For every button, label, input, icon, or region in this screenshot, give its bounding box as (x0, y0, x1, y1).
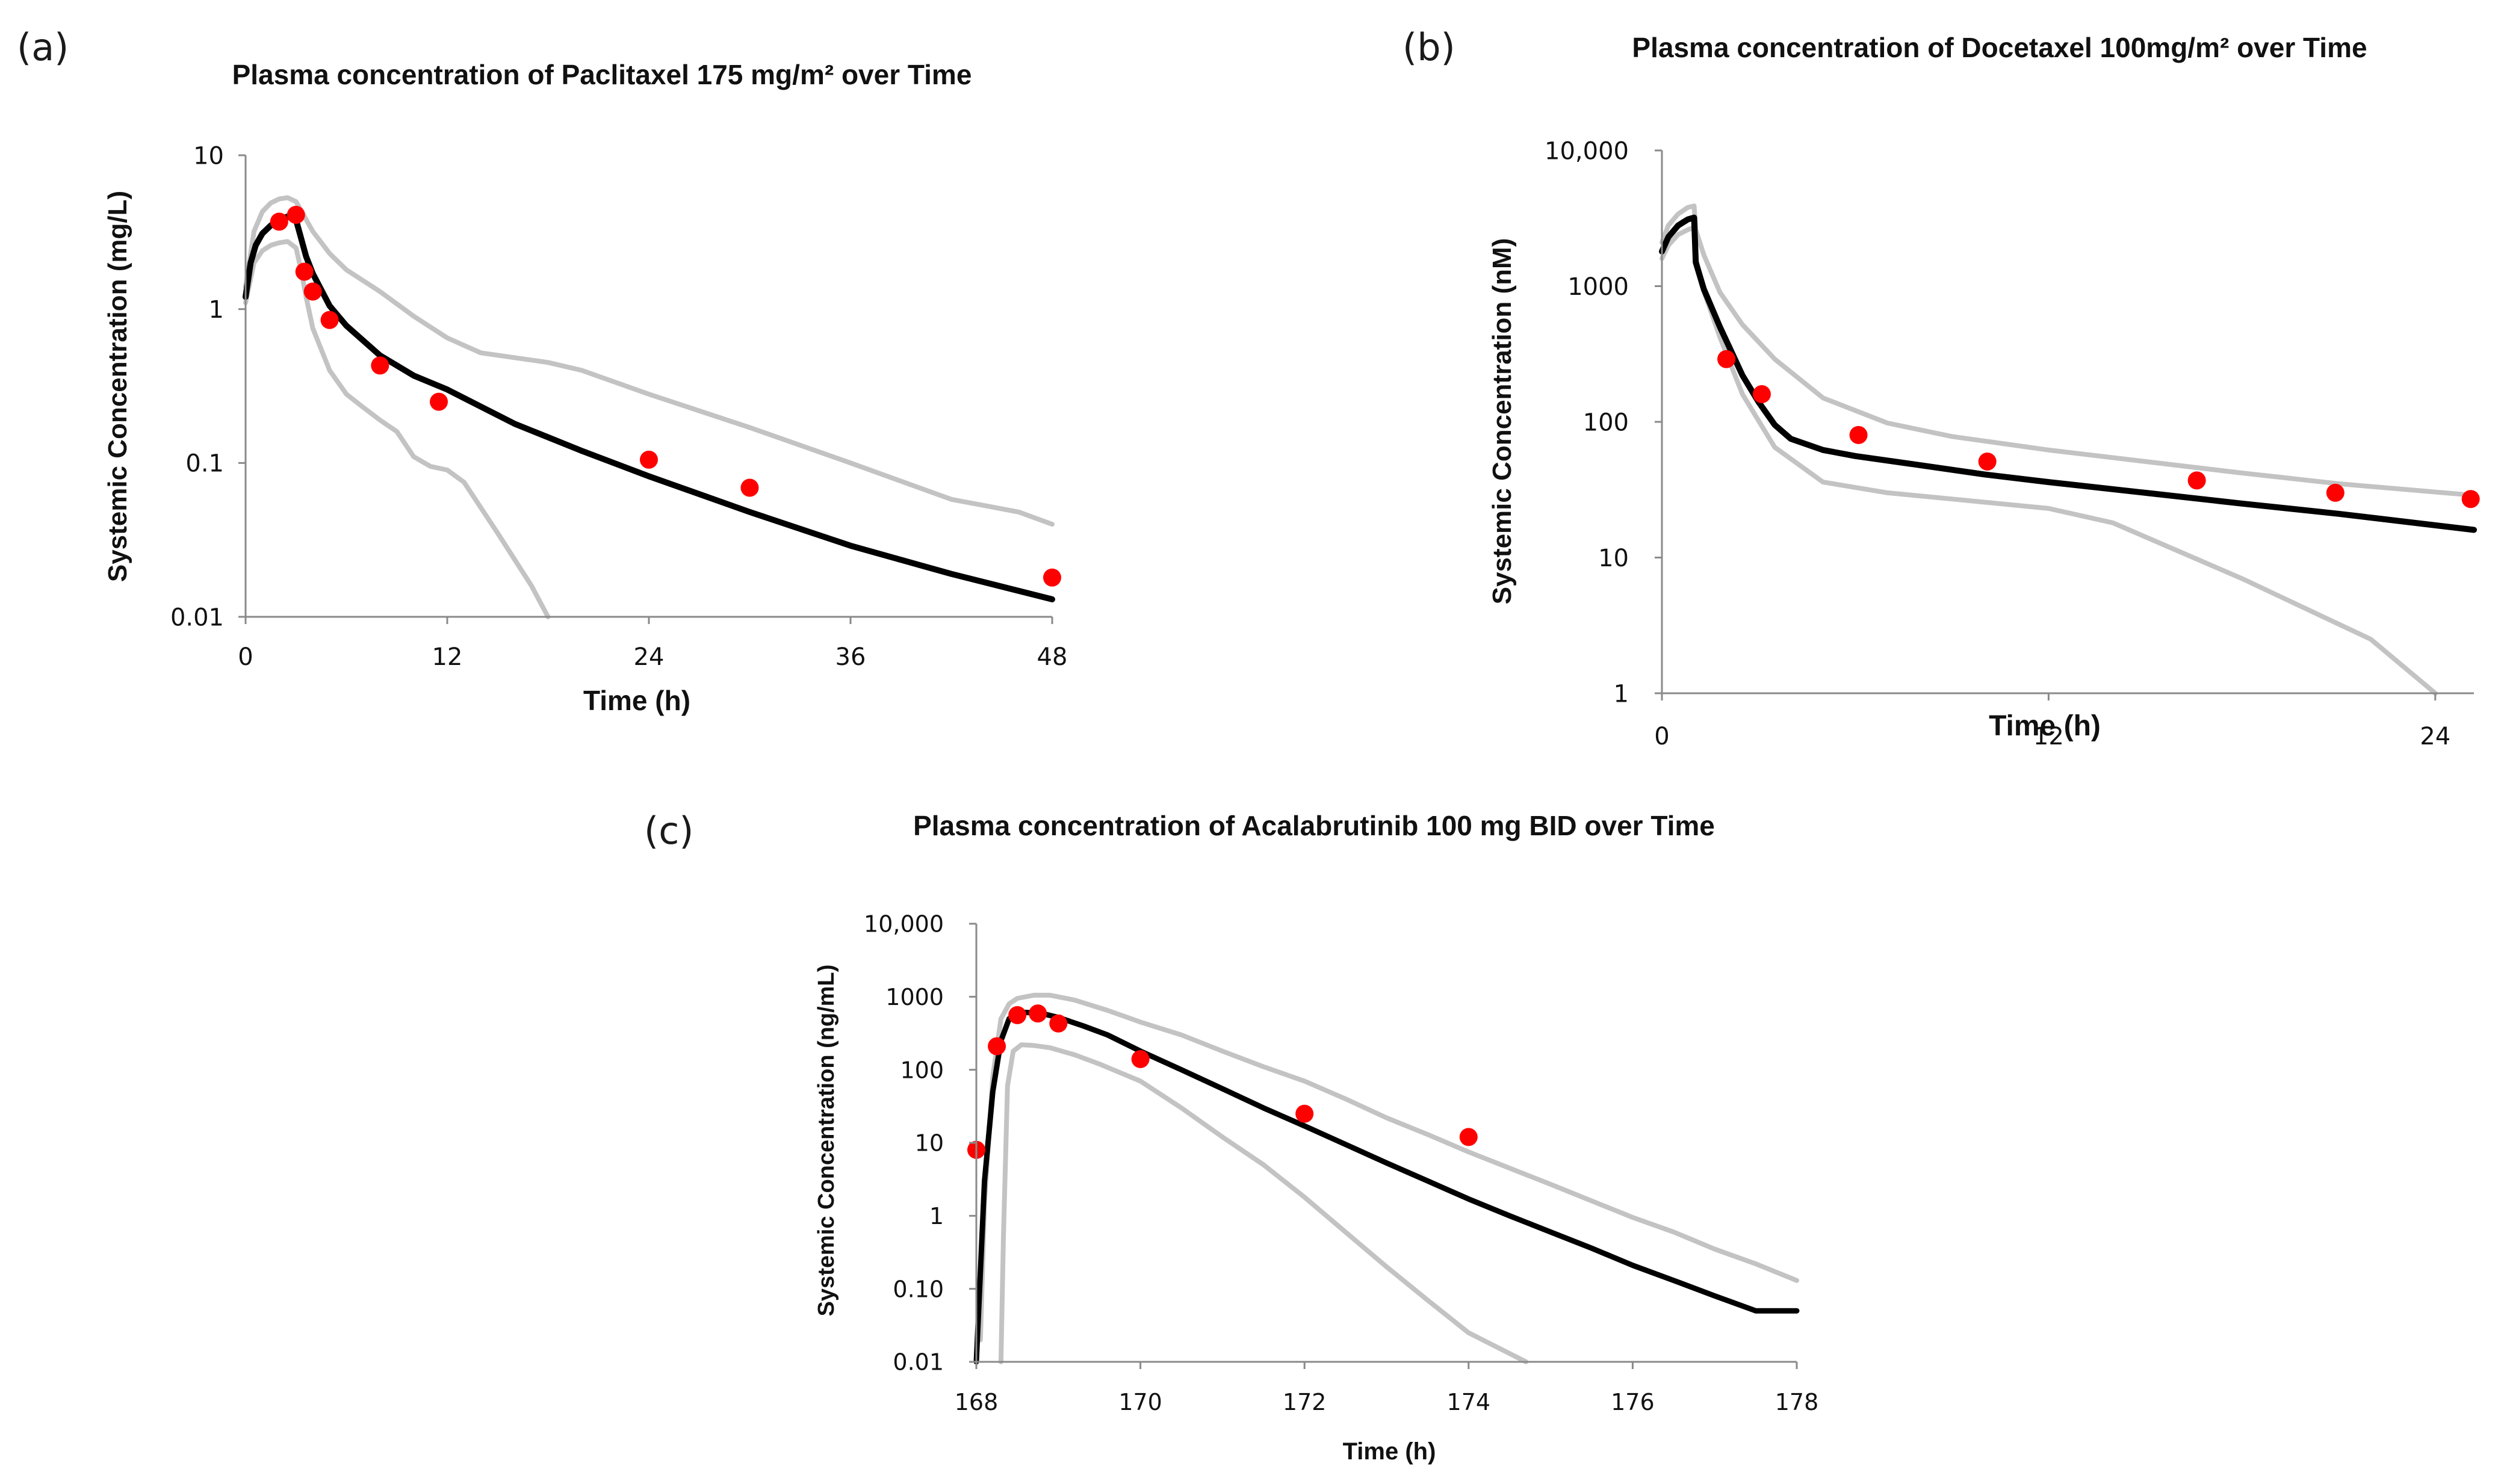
panel-c-x-tick-label: 172 (1283, 1389, 1327, 1415)
panel-a-observed-point (287, 205, 305, 224)
panel-b-y-tick-label: 10,000 (1545, 137, 1629, 165)
panel-c-observed-point (1029, 1004, 1047, 1023)
panel-a-observed-point (320, 311, 339, 329)
panel-c-lower-line (998, 1042, 1529, 1364)
panel-c-observed-point (1459, 1128, 1478, 1146)
panel-b-x-tick-label: 12 (2033, 723, 2064, 750)
panel-c-y-tick-label: 1000 (885, 984, 944, 1010)
panel-c-y-tick-label: 0.10 (893, 1276, 944, 1302)
panel-c-y-tick-label: 0.01 (893, 1349, 944, 1376)
panel-a-x-tick-label: 12 (432, 643, 463, 671)
panel-b-y-tick-label: 1 (1614, 680, 1629, 708)
panel-b-observed-point (1978, 452, 1997, 471)
panel-a: (a) Plasma concentration of Paclitaxel 1… (17, 25, 1067, 716)
panel-b-x-tick-label: 0 (1654, 723, 1669, 750)
panel-b-observed-point (1849, 425, 1868, 444)
panel-c-observed-point (1295, 1104, 1314, 1123)
panel-c-x-tick-label: 174 (1447, 1389, 1491, 1415)
panel-c-observed-point (988, 1037, 1006, 1056)
panel-a-observed-point (740, 478, 759, 497)
panel-b-y-tick-label: 1000 (1567, 273, 1629, 301)
panel-c-y-tick-label: 10,000 (864, 911, 944, 938)
panel-a-x-tick-label: 36 (835, 643, 866, 671)
panel-a-observed-point (303, 282, 322, 301)
panel-a-y-tick-label: 0.01 (170, 604, 224, 631)
panel-a-y-tick-label: 1 (209, 296, 224, 324)
panel-c-y-tick-label: 1 (929, 1203, 944, 1229)
panel-b-y-tick-label: 100 (1583, 409, 1629, 436)
panel-c-x-tick-label: 178 (1775, 1389, 1819, 1415)
panel-c-tag: (c) (644, 809, 693, 853)
panel-b-y-label: Systemic Concentration (nM) (1487, 238, 1517, 605)
panel-a-x-tick-label: 0 (238, 643, 253, 671)
panel-b-x-label: Time (h) (1989, 710, 2101, 742)
panel-c-x-tick-label: 170 (1118, 1389, 1162, 1415)
panel-b: (b) Plasma concentration of Docetaxel 10… (1402, 25, 2480, 750)
panel-a-x-label: Time (h) (583, 685, 690, 716)
panel-a-y-tick-label: 0.1 (185, 450, 224, 478)
panel-a-upper-line (243, 195, 1055, 527)
panel-b-observed-point (2461, 490, 2480, 509)
panel-a-title: Plasma concentration of Paclitaxel 175 m… (232, 59, 972, 90)
panel-a-y-label: Systemic Concentration (mg/L) (103, 191, 132, 582)
panel-b-x-tick-label: 24 (2420, 723, 2450, 750)
panel-c-y-tick-label: 10 (915, 1130, 944, 1157)
panel-a-observed-point (270, 212, 288, 231)
panel-c-upper-line (978, 992, 1799, 1343)
panel-c-observed-point (1131, 1050, 1150, 1068)
panel-c-y-tick-label: 100 (900, 1057, 944, 1083)
panel-c-y-label: Systemic Concentration (ng/mL) (814, 965, 839, 1317)
panel-c-x-tick-label: 168 (955, 1389, 999, 1415)
panel-b-title: Plasma concentration of Docetaxel 100mg/… (1632, 32, 2367, 63)
panel-a-lower-line (243, 239, 551, 620)
panel-c: (c) Plasma concentration of Acalabrutini… (644, 809, 1818, 1465)
panel-b-observed-point (2187, 471, 2206, 490)
panel-b-lower-line (1660, 225, 2438, 696)
panel-b-predicted-median-line (1659, 214, 2477, 533)
panel-c-observed-point (1008, 1006, 1027, 1024)
panel-b-upper-line (1660, 203, 2470, 498)
panel-c-title: Plasma concentration of Acalabrutinib 10… (913, 810, 1715, 841)
panel-a-observed-point (430, 392, 448, 411)
panel-b-observed-point (1752, 385, 1771, 403)
panel-a-observed-point (1043, 568, 1061, 587)
panel-c-x-label: Time (h) (1343, 1438, 1436, 1465)
panel-b-y-tick-label: 10 (1598, 545, 1629, 572)
panel-a-tag: (a) (17, 25, 69, 69)
panel-a-x-tick-label: 48 (1037, 643, 1068, 671)
panel-a-predicted-median-line (243, 213, 1055, 602)
panel-b-observed-point (2326, 483, 2345, 502)
panel-c-x-tick-label: 176 (1611, 1389, 1655, 1415)
panel-b-observed-point (1717, 350, 1736, 368)
panel-a-y-tick-label: 10 (193, 142, 224, 170)
panel-a-x-tick-label: 24 (634, 643, 665, 671)
panel-a-observed-point (640, 450, 658, 469)
panel-c-observed-point (1049, 1014, 1068, 1033)
panel-b-tag: (b) (1402, 25, 1455, 69)
panel-a-observed-point (371, 356, 389, 375)
panel-a-observed-point (295, 262, 314, 281)
